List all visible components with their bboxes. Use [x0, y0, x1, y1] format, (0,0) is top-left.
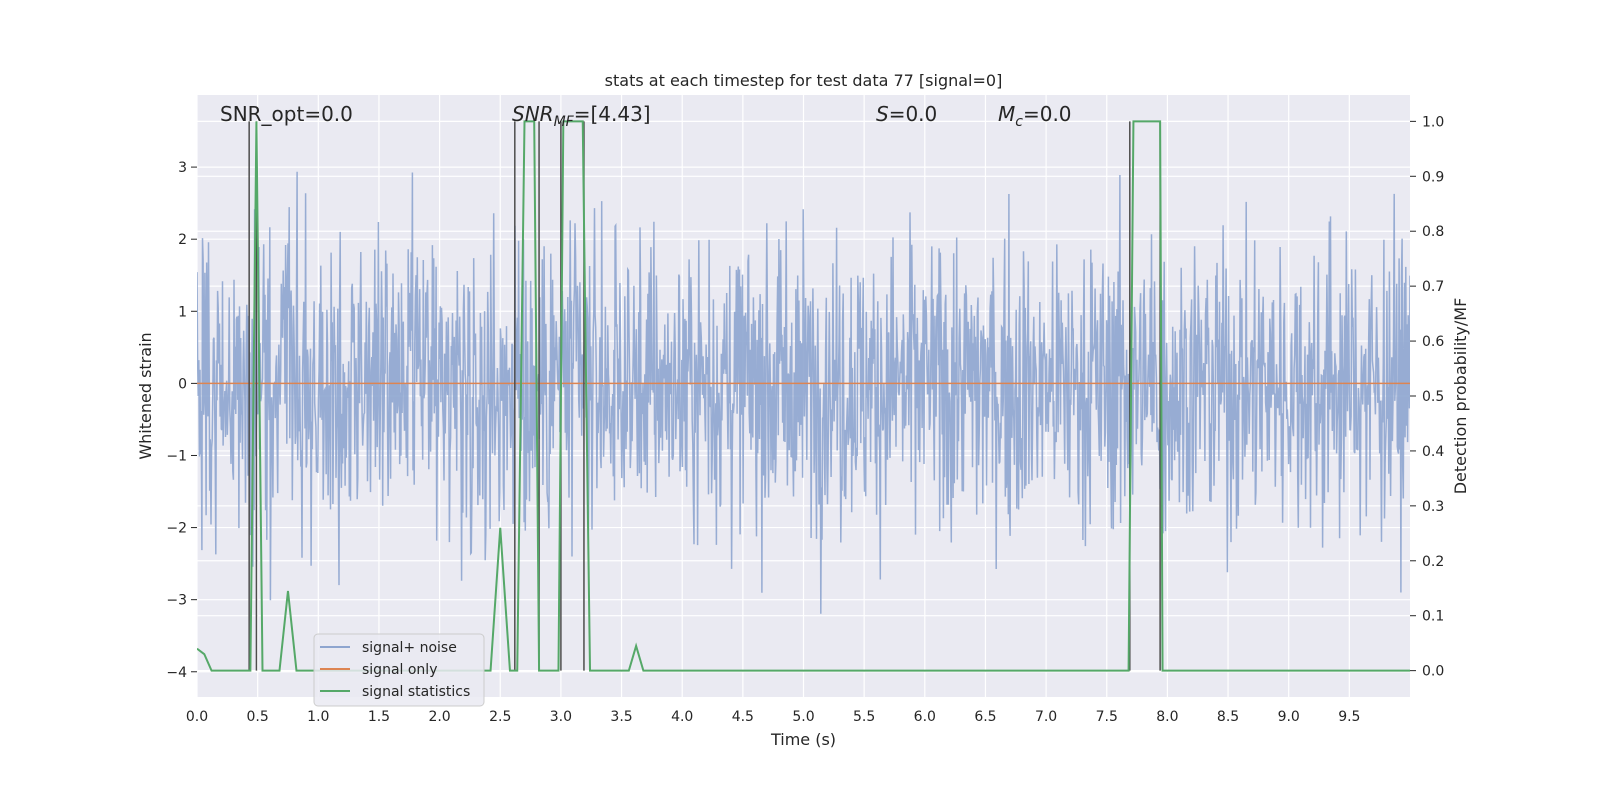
annotation-snr-mf-value: =[4.43] [574, 102, 651, 126]
y-tick-label: −4 [166, 665, 187, 681]
y2-tick-label: 0.1 [1422, 609, 1444, 625]
chart-title: stats at each timestep for test data 77 … [605, 71, 1003, 90]
legend: signal+ noise signal only signal statistic… [313, 633, 485, 707]
y-tick-label: 3 [178, 160, 187, 176]
annotation-snr-mf: SNRMF=[4.43] [512, 102, 651, 130]
y-tick-label: −2 [166, 521, 187, 537]
y2-tick-label: 0.5 [1422, 389, 1444, 405]
annotation-mc: Mc=0.0 [998, 102, 1072, 130]
legend-label: signal statistics [362, 684, 470, 700]
x-tick-label: 5.5 [853, 709, 875, 725]
x-axis-ticks: 0.0 0.5 1.0 1.5 2.0 2.5 3.0 3.5 4.0 4.5 5.0 5.5 6.0 6… [186, 709, 1361, 725]
x-tick-label: 7.5 [1096, 709, 1118, 725]
y2-tick-label: 0.0 [1422, 664, 1444, 680]
y2-tick-label: 0.3 [1422, 499, 1444, 515]
y-tick-label: −1 [166, 448, 187, 464]
y2-tick-label: 0.6 [1422, 334, 1444, 350]
series-signal-noise [197, 171, 1410, 614]
x-tick-label: 1.5 [368, 709, 390, 725]
annotation-snr-mf-subscript: MF [554, 114, 575, 130]
y-axis-label: Whitened strain [136, 332, 155, 459]
y2-axis-ticks: 1.0 0.9 0.8 0.7 0.6 0.5 0.4 0.3 0.2 0.1 0.0 [1410, 114, 1444, 680]
series-signal-statistics [197, 120, 1410, 672]
annotation-mc-value: =0.0 [1023, 102, 1072, 126]
x-tick-label: 3.0 [550, 709, 572, 725]
y-tick-label: 0 [178, 376, 187, 392]
y2-axis-label: Detection probability/MF [1451, 298, 1470, 495]
y-tick-label: −3 [166, 593, 187, 609]
annotations: SNR_opt=0.0 SNRMF=[4.43] S=0.0 Mc=0.0 [220, 102, 1072, 130]
y2-tick-label: 0.8 [1422, 224, 1444, 240]
y-axis-ticks: 3 2 1 0 −1 −2 −3 −4 [166, 160, 197, 681]
y-tick-label: 1 [178, 304, 187, 320]
x-tick-label: 1.0 [307, 709, 329, 725]
annotation-mc-subscript: c [1015, 114, 1023, 130]
x-tick-label: 8.0 [1156, 709, 1178, 725]
annotation-mc-symbol: M [998, 102, 1015, 126]
x-tick-label: 5.0 [792, 709, 814, 725]
y2-tick-label: 0.9 [1422, 169, 1444, 185]
annotation-s-symbol: S [876, 102, 889, 126]
x-tick-label: 2.5 [489, 709, 511, 725]
annotation-snr-opt: SNR_opt=0.0 [220, 102, 353, 126]
x-tick-label: 0.5 [247, 709, 269, 725]
x-tick-label: 8.5 [1217, 709, 1239, 725]
series-layer [197, 120, 1410, 672]
legend-box [313, 633, 485, 707]
x-tick-label: 9.0 [1278, 709, 1300, 725]
x-tick-label: 4.5 [732, 709, 754, 725]
annotation-s: S=0.0 [876, 102, 937, 126]
x-tick-label: 6.0 [914, 709, 936, 725]
x-tick-label: 7.0 [1035, 709, 1057, 725]
y2-tick-label: 0.2 [1422, 554, 1444, 570]
legend-label: signal only [362, 662, 437, 678]
x-tick-label: 2.0 [428, 709, 450, 725]
x-tick-label: 4.0 [671, 709, 693, 725]
x-tick-label: 0.0 [186, 709, 208, 725]
x-tick-label: 9.5 [1338, 709, 1360, 725]
legend-label: signal+ noise [362, 640, 457, 656]
y2-tick-label: 1.0 [1422, 114, 1444, 130]
annotation-s-value: =0.0 [889, 102, 938, 126]
annotation-snr-mf-symbol: SNR [512, 102, 554, 126]
y2-tick-label: 0.4 [1422, 444, 1444, 460]
x-tick-label: 6.5 [974, 709, 996, 725]
x-axis-label: Time (s) [770, 730, 836, 749]
x-tick-label: 3.5 [610, 709, 632, 725]
y-tick-label: 2 [178, 232, 187, 248]
y2-tick-label: 0.7 [1422, 279, 1444, 295]
